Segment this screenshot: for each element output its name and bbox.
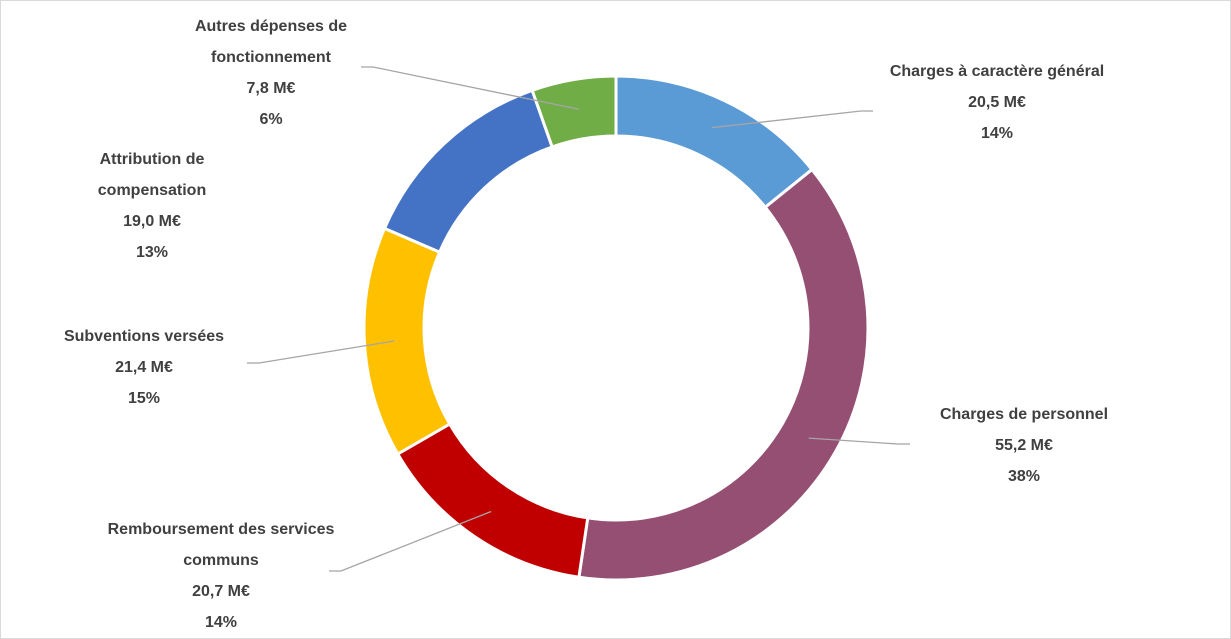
- category-label: Charges de personnel: [939, 406, 1109, 423]
- value-label: 20,7 M€: [192, 583, 250, 600]
- leader-line: [711, 110, 873, 129]
- leader-line: [808, 437, 910, 445]
- category-label: Subventions versées: [63, 328, 225, 345]
- data-label: Charges à caractère général 20,5 M€ 14%: [867, 56, 1127, 149]
- category-label: Charges à caractère général: [889, 63, 1105, 80]
- donut-slice: [530, 74, 618, 149]
- percent-label: 6%: [259, 111, 283, 128]
- data-label: Subventions versées 21,4 M€ 15%: [24, 321, 264, 414]
- percent-label: 13%: [135, 244, 169, 261]
- percent-label: 15%: [127, 390, 161, 407]
- donut-slice: [577, 167, 870, 582]
- data-label: Charges de personnel 55,2 M€ 38%: [894, 399, 1154, 492]
- data-label: Attribution de compensation 19,0 M€ 13%: [67, 144, 237, 268]
- donut-slice: [395, 421, 590, 579]
- leader-line: [247, 340, 395, 364]
- donut-slice: [614, 74, 815, 210]
- category-label: Attribution de compensation: [97, 151, 207, 199]
- value-label: 7,8 M€: [246, 80, 296, 97]
- leader-line: [361, 66, 579, 110]
- data-label: Autres dépenses de fonctionnement 7,8 M€ 6…: [156, 11, 386, 135]
- category-label: Autres dépenses de fonctionnement: [194, 18, 348, 66]
- value-label: 21,4 M€: [115, 359, 173, 376]
- donut-slice: [382, 88, 555, 255]
- value-label: 20,5 M€: [968, 94, 1026, 111]
- percent-label: 14%: [980, 125, 1014, 142]
- percent-label: 38%: [1007, 468, 1041, 485]
- value-label: 19,0 M€: [123, 213, 181, 230]
- percent-label: 14%: [204, 614, 238, 631]
- data-label: Remboursement des services communs 20,7 M…: [106, 514, 336, 638]
- value-label: 55,2 M€: [995, 437, 1053, 454]
- leader-line: [329, 510, 492, 572]
- category-label: Remboursement des services communs: [107, 521, 335, 569]
- donut-slice: [362, 226, 452, 457]
